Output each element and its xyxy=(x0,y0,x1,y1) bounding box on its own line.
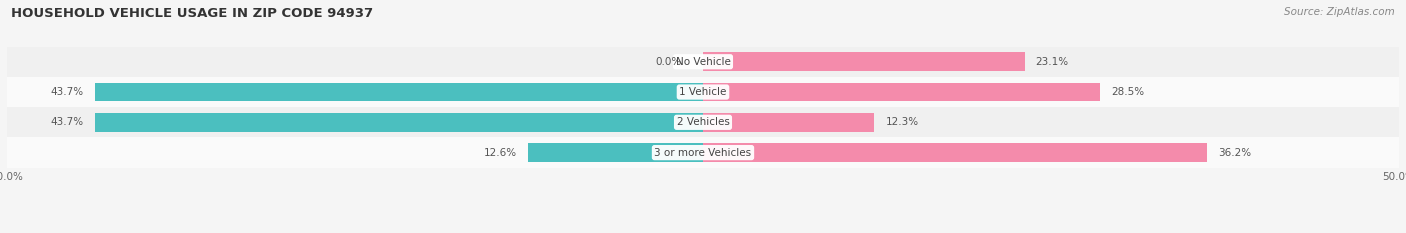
Text: 12.3%: 12.3% xyxy=(886,117,918,127)
Text: 43.7%: 43.7% xyxy=(51,117,83,127)
Text: No Vehicle: No Vehicle xyxy=(675,57,731,67)
Bar xyxy=(7,107,1399,137)
Text: 36.2%: 36.2% xyxy=(1218,148,1251,158)
Legend: Owner-occupied, Renter-occupied: Owner-occupied, Renter-occupied xyxy=(586,230,820,233)
Text: 3 or more Vehicles: 3 or more Vehicles xyxy=(654,148,752,158)
Text: 23.1%: 23.1% xyxy=(1036,57,1069,67)
Text: 12.6%: 12.6% xyxy=(484,148,516,158)
Text: 2 Vehicles: 2 Vehicles xyxy=(676,117,730,127)
Bar xyxy=(7,47,1399,77)
Bar xyxy=(94,83,703,101)
Bar xyxy=(703,52,1025,71)
Text: 28.5%: 28.5% xyxy=(1111,87,1144,97)
Text: 0.0%: 0.0% xyxy=(655,57,682,67)
Bar xyxy=(527,143,703,162)
Bar xyxy=(7,137,1399,168)
Bar xyxy=(703,143,1206,162)
Text: 43.7%: 43.7% xyxy=(51,87,83,97)
Text: HOUSEHOLD VEHICLE USAGE IN ZIP CODE 94937: HOUSEHOLD VEHICLE USAGE IN ZIP CODE 9493… xyxy=(11,7,374,20)
Bar xyxy=(94,113,703,132)
Bar xyxy=(7,77,1399,107)
Bar xyxy=(703,83,1099,101)
Bar xyxy=(703,113,875,132)
Text: 1 Vehicle: 1 Vehicle xyxy=(679,87,727,97)
Text: Source: ZipAtlas.com: Source: ZipAtlas.com xyxy=(1284,7,1395,17)
